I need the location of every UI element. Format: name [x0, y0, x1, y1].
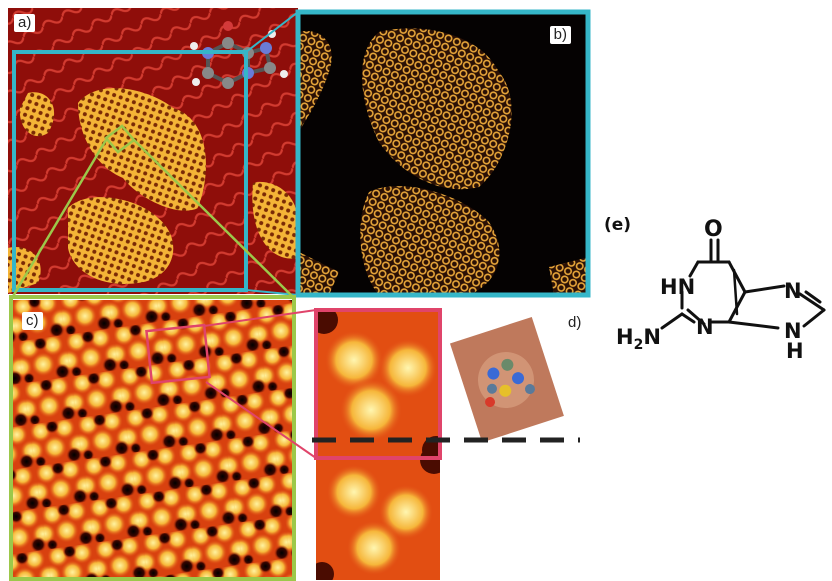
panel-a-label: a) [14, 14, 36, 32]
zoom-panel-top [316, 310, 440, 458]
stm-overview-image [8, 8, 298, 294]
panel-e-label: (e) [604, 215, 631, 235]
atom-h2n: H2N [616, 325, 661, 353]
stm-highres-image [12, 300, 292, 578]
panel-d-model: d) [446, 310, 582, 450]
atom-n-imidazole-top: N [784, 279, 802, 303]
svg-text:NH: NH [784, 319, 804, 363]
panel-e-structure: (e) O HN N H2 [600, 210, 832, 390]
zoom-panel-bottom [316, 452, 440, 580]
panel-b-label: b) [549, 26, 571, 44]
panel-d-label: d) [568, 314, 582, 331]
panel-c-label: c) [22, 312, 43, 330]
guanine-structure: (e) O HN N H2 [604, 215, 826, 363]
panel-b-stm-image: b) [299, 12, 589, 295]
panel-c-stm-image: c) [12, 300, 292, 578]
stm-zoom-image [299, 12, 589, 295]
atom-hn: HN [660, 275, 695, 299]
atom-n-ring: N [696, 315, 714, 339]
panel-a-stm-image: a) [8, 8, 298, 294]
atom-oxygen: O [704, 217, 723, 242]
